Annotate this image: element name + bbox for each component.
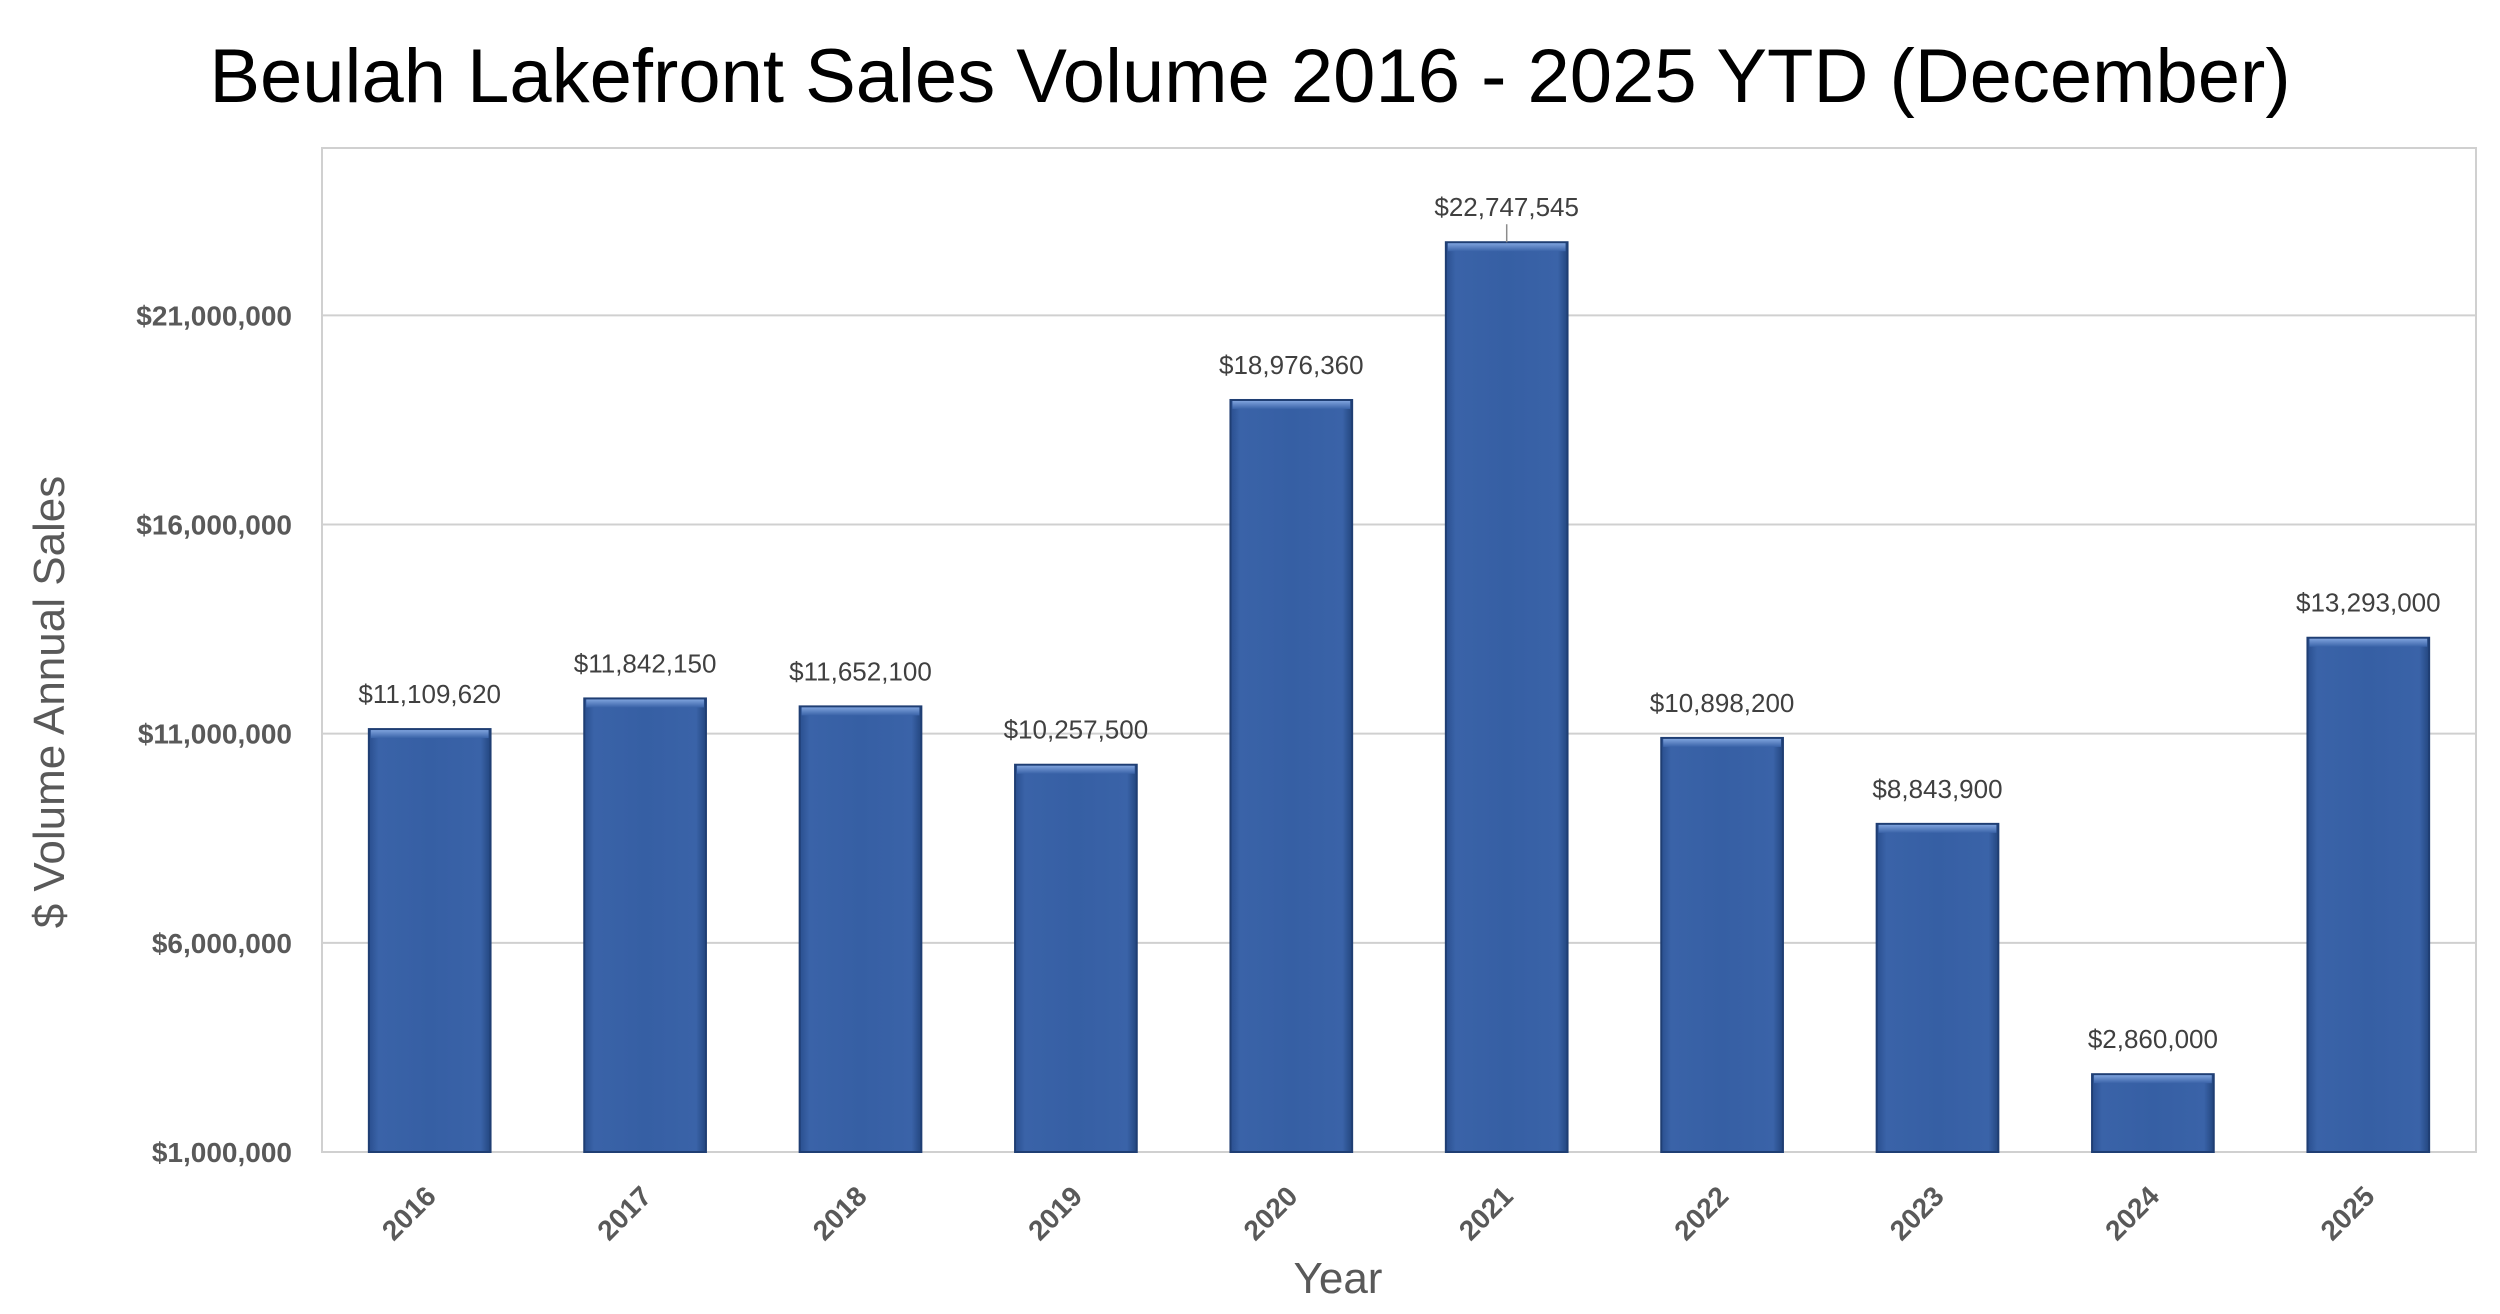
bar-body [798,705,923,1153]
bar-bevel [370,730,489,739]
data-label: $10,257,500 [1004,715,1149,745]
x-tick-label: 2018 [807,1180,873,1246]
bar-bevel [586,699,704,708]
bar-2025 [2306,636,2431,1153]
x-axis-title: Year [1294,1254,1383,1303]
x-tick-label: 2025 [2315,1180,2381,1246]
x-tick-label: 2021 [1453,1180,1519,1246]
plot-area [321,147,2477,1153]
bar-body [1660,736,1784,1153]
data-label: $13,293,000 [2296,588,2441,618]
bar-2017 [583,697,707,1153]
bars [367,241,2431,1153]
y-tick-label: $21,000,000 [136,300,292,331]
chart-title: Beulah Lakefront Sales Volume 2016 - 202… [209,34,2290,119]
x-tick-label: 2023 [1884,1180,1950,1246]
y-tick-label: $11,000,000 [138,719,292,750]
bar-body [2306,636,2431,1153]
bar-bevel [1232,400,1351,409]
bar-bevel [1447,243,1566,252]
bar-2019 [1014,763,1138,1153]
bar-2016 [367,728,492,1153]
bar-bevel [2094,1075,2212,1084]
bar-body [1875,822,2000,1153]
bar-bevel [2309,638,2428,647]
bar-2021 [1444,241,1569,1153]
bar-body [1014,763,1138,1153]
bar-body [1444,241,1569,1153]
bar-2020 [1229,398,1354,1153]
bar-bevel [1017,765,1135,774]
y-axis-title: $ Volume Annual Sales [25,476,74,929]
y-tick-label: $1,000,000 [152,1137,292,1168]
bar-body [367,728,492,1153]
data-label: $22,747,545 [1434,192,1579,222]
x-tick-label: 2024 [2099,1180,2165,1246]
data-label: $11,842,150 [574,648,717,678]
bar-body [2091,1073,2215,1153]
x-tick-label: 2016 [376,1180,442,1246]
bar-2018 [798,705,923,1153]
data-label: $10,898,200 [1650,688,1795,718]
x-tick-label: 2019 [1022,1180,1088,1246]
data-label: $8,843,900 [1872,774,2002,804]
bar-bevel [1663,738,1781,747]
data-label: $11,652,100 [789,656,932,686]
bar-bevel [1878,824,1997,833]
data-label: $2,860,000 [2088,1024,2218,1054]
bar-body [583,697,707,1153]
bar-body [1229,398,1354,1153]
y-tick-label: $16,000,000 [136,510,292,541]
bar-2023 [1875,822,2000,1153]
data-label: $11,109,620 [358,679,501,709]
x-axis-ticks: 2016 2017 2018 2019 2020 2021 2022 2023 2024 2025 [376,1180,2381,1246]
x-tick-label: 2020 [1238,1180,1304,1246]
data-label: $18,976,360 [1219,350,1364,380]
y-axis-ticks: $1,000,000 $6,000,000 $11,000,000 $16,000,0… [136,300,292,1168]
x-tick-label: 2022 [1668,1180,1734,1246]
bar-2024 [2091,1073,2215,1153]
x-tick-label: 2017 [591,1180,657,1246]
bar-2022 [1660,736,1784,1153]
bar-bevel [801,707,920,716]
y-tick-label: $6,000,000 [152,928,292,959]
data-labels: $11,109,620 $11,842,150 $11,652,100 $10,257… [358,192,2440,1054]
